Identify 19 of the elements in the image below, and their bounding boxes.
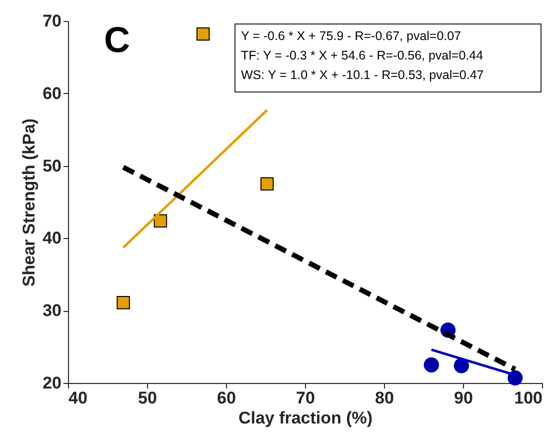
annotation: Y = -0.6 * X + 75.9 - R=-0.67, pval=0.07	[241, 29, 462, 43]
y-tick-label: 70	[42, 12, 62, 30]
x-tick-label: 50	[138, 388, 157, 408]
y-tick-label: 50	[42, 156, 62, 176]
x-tick-label: 90	[454, 388, 473, 408]
x-tick-label: 80	[375, 388, 394, 408]
y-axis-title: Shear Strength (kPa)	[20, 118, 39, 287]
annotation: TF: Y = -0.3 * X + 54.6 - R=-0.56, pval=0.44	[241, 48, 484, 62]
x-axis-title: Clay fraction (%)	[238, 408, 373, 428]
y-tick-label: 40	[42, 228, 62, 248]
y-tick-label: 20	[42, 374, 62, 392]
annotation: C	[104, 19, 130, 60]
y-tick-label: 30	[42, 301, 62, 320]
annotation: WS: Y = 1.0 * X + -10.1 - R=0.53, pval=0.47	[241, 68, 484, 82]
x-tick-label: 60	[217, 388, 236, 408]
x-tick-label: 100	[514, 388, 542, 408]
y-tick-label: 60	[42, 84, 62, 103]
x-tick-label: 70	[296, 388, 315, 408]
x-tick-label: 40	[68, 388, 88, 408]
